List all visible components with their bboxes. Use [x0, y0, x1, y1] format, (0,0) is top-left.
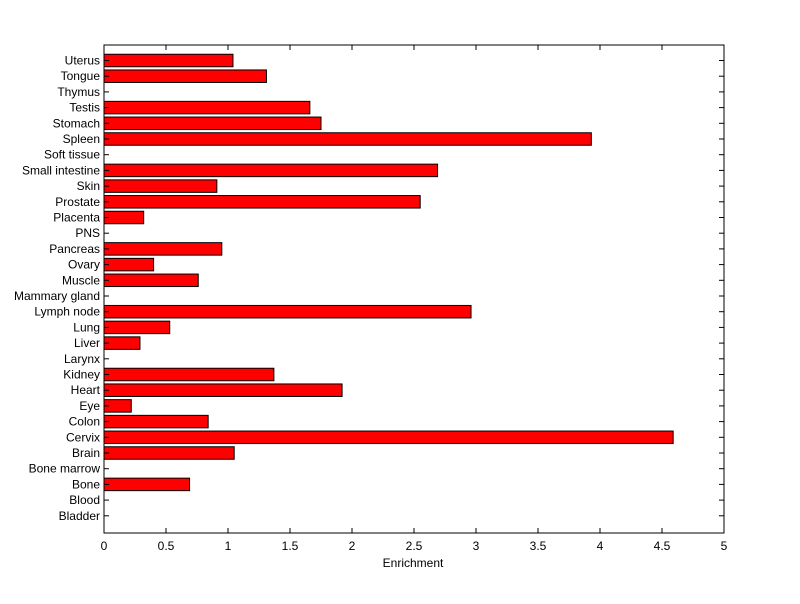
y-tick-label: Larynx: [64, 352, 100, 366]
y-tick-label: Blood: [69, 493, 100, 507]
y-tick-label: Muscle: [62, 273, 100, 287]
x-tick-label: 2: [349, 539, 356, 553]
bar: [103, 414, 209, 429]
bar: [103, 257, 155, 272]
y-tick-label: Cervix: [66, 430, 100, 444]
y-tick-label: Prostate: [55, 195, 100, 209]
bar: [103, 116, 322, 131]
y-tick-label: Colon: [69, 415, 100, 429]
x-tick-label: 3: [473, 539, 480, 553]
y-tick-label: Placenta: [53, 211, 100, 225]
y-tick-label: Testis: [69, 101, 100, 115]
y-tick-label: Liver: [74, 336, 100, 350]
bars-layer: [103, 53, 674, 492]
bar: [103, 477, 191, 492]
y-tick-label: Kidney: [63, 368, 100, 382]
x-tick-label: 5: [721, 539, 728, 553]
x-tick-label: 0.5: [158, 539, 175, 553]
y-tick-label: Bone: [72, 477, 100, 491]
bar: [103, 179, 218, 193]
bar: [103, 430, 674, 445]
bar: [103, 69, 267, 83]
y-tick-label: Brain: [72, 446, 100, 460]
bar: [103, 336, 141, 350]
y-tick-label: Bladder: [59, 509, 100, 523]
y-tick-label: Eye: [79, 399, 100, 413]
y-tick-label: Skin: [77, 179, 100, 193]
x-tick-label: 4.5: [654, 539, 671, 553]
y-tick-label: PNS: [75, 226, 100, 240]
bar: [103, 273, 199, 288]
y-tick-label: Small intestine: [22, 163, 100, 177]
y-tick-label: Spleen: [63, 132, 100, 146]
x-tick-label: 1: [225, 539, 232, 553]
y-tick-label: Heart: [71, 383, 101, 397]
bar: [103, 446, 235, 460]
bar: [103, 163, 439, 178]
y-tick-label: Mammary gland: [14, 289, 100, 303]
bar: [103, 195, 421, 209]
y-tick-label: Uterus: [65, 54, 100, 68]
y-tick-label: Lymph node: [34, 305, 100, 319]
y-tick-label: Stomach: [53, 116, 100, 130]
bar: [103, 132, 592, 146]
y-tick-label: Ovary: [68, 258, 100, 272]
bar: [103, 320, 171, 335]
bar: [103, 53, 234, 68]
y-tick-label: Lung: [73, 320, 100, 334]
bar: [103, 242, 223, 256]
bar: [103, 210, 145, 225]
x-tick-label: 3.5: [530, 539, 547, 553]
x-tick-label: 4: [597, 539, 604, 553]
y-tick-label: Bone marrow: [29, 462, 101, 476]
bar: [103, 383, 343, 397]
bar: [103, 304, 472, 319]
y-tick-label: Soft tissue: [44, 148, 100, 162]
x-tick-label: 1.5: [282, 539, 299, 553]
y-tick-label: Pancreas: [49, 242, 100, 256]
x-tick-label: 0: [101, 539, 108, 553]
bar: [103, 367, 275, 382]
x-tick-label: 2.5: [406, 539, 423, 553]
bar: [103, 100, 311, 115]
y-tick-label: Tongue: [61, 69, 101, 83]
x-axis-label: Enrichment: [383, 556, 444, 570]
y-tick-label: Thymus: [57, 85, 100, 99]
